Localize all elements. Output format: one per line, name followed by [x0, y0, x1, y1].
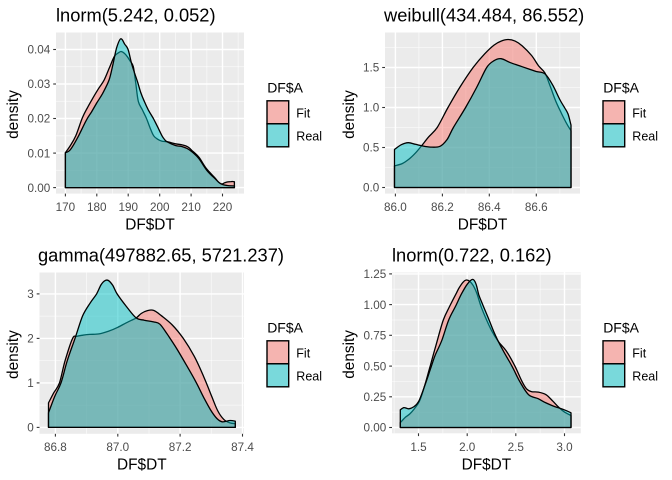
- svg-text:190: 190: [118, 201, 138, 214]
- svg-text:DF$DT: DF$DT: [462, 456, 512, 473]
- svg-text:0.00: 0.00: [364, 422, 387, 435]
- svg-text:1: 1: [27, 377, 34, 390]
- svg-text:density: density: [5, 330, 22, 379]
- svg-text:Real: Real: [296, 129, 322, 143]
- svg-text:DF$A: DF$A: [267, 320, 303, 336]
- svg-text:0.5: 0.5: [363, 142, 380, 155]
- svg-text:DF$DT: DF$DT: [458, 216, 508, 233]
- svg-text:0.25: 0.25: [364, 391, 387, 404]
- svg-text:0.02: 0.02: [28, 113, 51, 126]
- svg-text:86.8: 86.8: [44, 441, 67, 454]
- svg-text:0.50: 0.50: [364, 360, 387, 373]
- svg-text:86.6: 86.6: [525, 201, 548, 214]
- svg-text:87.4: 87.4: [231, 441, 254, 454]
- svg-text:DF$DT: DF$DT: [117, 456, 167, 473]
- svg-text:1.5: 1.5: [410, 441, 427, 454]
- svg-text:density: density: [341, 90, 358, 139]
- svg-text:DF$A: DF$A: [603, 80, 639, 96]
- svg-text:lnorm(5.242, 0.052): lnorm(5.242, 0.052): [56, 4, 216, 25]
- svg-text:0.0: 0.0: [363, 182, 380, 195]
- svg-text:2.0: 2.0: [459, 441, 476, 454]
- svg-text:200: 200: [150, 201, 170, 214]
- svg-text:0.03: 0.03: [28, 78, 51, 91]
- svg-text:3.0: 3.0: [556, 441, 573, 454]
- svg-text:0.00: 0.00: [28, 182, 51, 195]
- svg-text:Fit: Fit: [632, 107, 646, 121]
- svg-text:1.25: 1.25: [364, 268, 387, 281]
- svg-text:86.2: 86.2: [431, 201, 454, 214]
- svg-text:87.2: 87.2: [169, 441, 192, 454]
- svg-text:density: density: [341, 330, 358, 379]
- svg-text:210: 210: [181, 201, 201, 214]
- svg-text:0: 0: [27, 422, 34, 435]
- svg-text:0.04: 0.04: [28, 44, 51, 57]
- svg-text:0.01: 0.01: [28, 147, 51, 160]
- svg-text:170: 170: [56, 201, 76, 214]
- svg-text:Fit: Fit: [296, 347, 310, 361]
- svg-text:86.4: 86.4: [478, 201, 501, 214]
- svg-text:180: 180: [87, 201, 107, 214]
- svg-text:Real: Real: [632, 369, 658, 383]
- svg-text:1.00: 1.00: [364, 299, 387, 312]
- svg-text:density: density: [5, 90, 22, 139]
- svg-text:2: 2: [27, 333, 34, 346]
- svg-text:86.0: 86.0: [384, 201, 407, 214]
- svg-text:1.5: 1.5: [363, 62, 380, 75]
- svg-text:2.5: 2.5: [508, 441, 525, 454]
- svg-text:3: 3: [27, 288, 34, 301]
- svg-text:Fit: Fit: [296, 107, 310, 121]
- svg-text:87.0: 87.0: [106, 441, 129, 454]
- svg-text:Real: Real: [632, 129, 658, 143]
- svg-text:DF$DT: DF$DT: [125, 216, 175, 233]
- svg-text:DF$A: DF$A: [603, 320, 639, 336]
- svg-text:1.0: 1.0: [363, 102, 380, 115]
- svg-text:DF$A: DF$A: [267, 80, 303, 96]
- svg-text:0.75: 0.75: [364, 329, 387, 342]
- svg-text:lnorm(0.722, 0.162): lnorm(0.722, 0.162): [392, 244, 552, 265]
- svg-text:220: 220: [213, 201, 233, 214]
- svg-text:gamma(497882.65, 5721.237): gamma(497882.65, 5721.237): [38, 244, 284, 265]
- svg-text:weibull(434.484, 86.552): weibull(434.484, 86.552): [383, 4, 584, 25]
- svg-text:Real: Real: [296, 369, 322, 383]
- svg-text:Fit: Fit: [632, 347, 646, 361]
